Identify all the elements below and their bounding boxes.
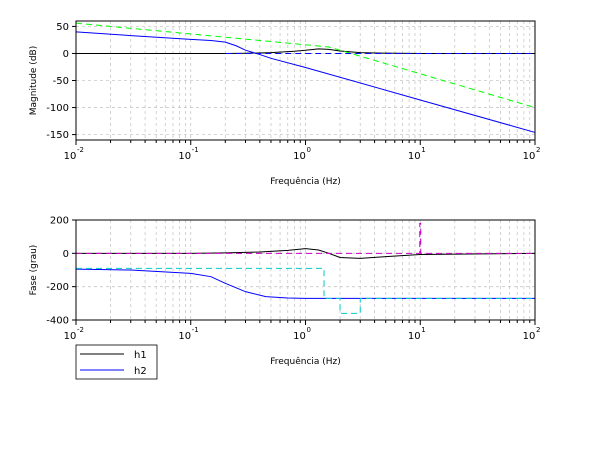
phase-ytick-label: 200 <box>50 216 69 227</box>
phase-xtick-exponent: 1 <box>421 326 425 334</box>
legend: h1 h2 <box>75 344 158 380</box>
phase-series <box>75 222 536 314</box>
magnitude-xtick-base: 10 <box>408 151 421 162</box>
phase-xtick-base: 10 <box>64 331 77 342</box>
magnitude-xtick-label: 10-2 <box>64 146 84 162</box>
magnitude-ytick-label: -150 <box>46 130 69 141</box>
magnitude-xtick-exponent: 0 <box>307 146 311 154</box>
magnitude-xtick-base: 10 <box>64 151 77 162</box>
legend-label-h2: h2 <box>134 366 147 377</box>
magnitude-ytick-label: 50 <box>56 22 69 33</box>
phase-xtick-exponent: -2 <box>77 326 84 334</box>
phase-series-line-3 <box>76 222 535 254</box>
phase-ytick-label: 0 <box>63 249 69 260</box>
magnitude-xtick-label: 10-1 <box>178 146 198 162</box>
magnitude-grid <box>76 21 535 140</box>
magnitude-ylabel: Magnitude (dB) <box>29 46 39 115</box>
magnitude-plot: 500-50-100-15010-210-1100101102Frequênci… <box>29 20 540 187</box>
phase-xtick-base: 10 <box>293 331 306 342</box>
phase-ytick-label: -200 <box>46 282 69 293</box>
magnitude-xtick-exponent: -2 <box>77 146 84 154</box>
magnitude-xtick-base: 10 <box>523 151 536 162</box>
legend-box <box>75 344 158 380</box>
magnitude-xtick-base: 10 <box>178 151 191 162</box>
magnitude-xtick-label: 102 <box>523 146 541 162</box>
phase-series-line-2 <box>76 267 535 314</box>
phase-xtick-label: 101 <box>408 326 426 342</box>
magnitude-series-line-1 <box>75 31 536 133</box>
phase-series-h1 <box>76 248 536 259</box>
magnitude-xtick-exponent: -1 <box>192 146 199 154</box>
phase-xtick-exponent: -1 <box>192 326 199 334</box>
magnitude-xtick-exponent: 1 <box>421 146 425 154</box>
magnitude-xlabel: Frequência (Hz) <box>270 176 341 187</box>
legend-label-h1: h1 <box>134 350 147 361</box>
magnitude-xtick-label: 101 <box>408 146 426 162</box>
phase-xtick-label: 10-1 <box>178 326 198 342</box>
phase-xtick-exponent: 2 <box>536 326 540 334</box>
phase-xtick-label: 10-2 <box>64 326 84 342</box>
phase-ytick-label: -400 <box>46 316 69 327</box>
phase-xtick-base: 10 <box>523 331 536 342</box>
phase-ylabel: Fase (grau) <box>29 245 39 296</box>
magnitude-series <box>75 22 536 133</box>
phase-series-h2 <box>75 268 535 299</box>
phase-xtick-label: 100 <box>293 326 311 342</box>
phase-xtick-exponent: 0 <box>307 326 311 334</box>
phase-xtick-base: 10 <box>178 331 191 342</box>
magnitude-xtick-label: 100 <box>293 146 311 162</box>
magnitude-ytick-label: 0 <box>63 49 69 60</box>
magnitude-xtick-base: 10 <box>293 151 306 162</box>
magnitude-ytick-label: -100 <box>46 103 69 114</box>
phase-xtick-label: 102 <box>523 326 541 342</box>
phase-xtick-base: 10 <box>408 331 421 342</box>
phase-grid <box>76 220 535 320</box>
phase-xlabel: Frequência (Hz) <box>270 356 341 367</box>
phase-plot: 2000-200-40010-210-1100101102Frequência … <box>29 216 540 368</box>
magnitude-series-line-2 <box>75 22 536 109</box>
magnitude-xtick-exponent: 2 <box>536 146 540 154</box>
magnitude-ytick-label: -50 <box>53 76 69 87</box>
